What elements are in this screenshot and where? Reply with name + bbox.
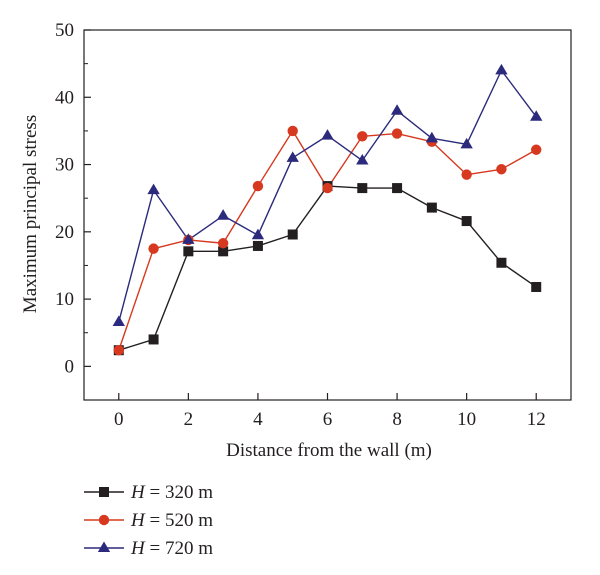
data-point-circle <box>148 243 159 254</box>
series-markers <box>112 63 543 356</box>
legend-label-1: H = 320 m <box>130 482 213 503</box>
plot-frame <box>83 29 572 401</box>
series-line-1 <box>118 185 537 351</box>
legend-label-2: H = 520 m <box>130 510 213 531</box>
y-tick-label: 20 <box>55 222 74 243</box>
x-tick-label: 0 <box>114 409 124 430</box>
series-line-2 <box>118 130 537 351</box>
x-axis-title: Distance from the wall (m) <box>226 440 432 461</box>
legend-label-variable: H <box>130 510 146 531</box>
data-point-square <box>496 257 507 268</box>
y-tick-label: 30 <box>55 155 74 176</box>
data-point-square <box>218 246 229 257</box>
data-point-triangle <box>460 137 473 149</box>
data-point-square <box>183 246 194 257</box>
x-tick-label: 4 <box>253 409 263 430</box>
x-tick-label: 2 <box>184 409 194 430</box>
y-tick-label: 0 <box>65 356 75 377</box>
data-point-circle <box>496 164 507 175</box>
data-point-triangle <box>356 154 369 165</box>
legend: H = 320 mH = 520 mH = 720 m <box>84 482 213 559</box>
legend-label-variable: H <box>130 538 146 559</box>
data-point-triangle <box>286 151 299 162</box>
data-point-square <box>252 240 263 251</box>
data-point-triangle <box>216 209 230 220</box>
legend-label-value: = 520 m <box>145 510 213 531</box>
legend-marker-square <box>99 487 109 497</box>
data-point-circle <box>322 182 333 194</box>
data-point-triangle <box>182 233 195 244</box>
data-point-square <box>426 202 437 213</box>
y-tick-label: 40 <box>55 87 74 108</box>
x-tick-label: 10 <box>457 409 476 430</box>
legend-label-3: H = 720 m <box>130 538 213 559</box>
data-point-triangle <box>112 315 125 326</box>
data-point-square <box>531 281 542 292</box>
legend-marker-circle <box>98 514 110 526</box>
data-point-square <box>461 216 472 227</box>
data-point-triangle <box>530 110 543 121</box>
data-point-circle <box>391 128 403 139</box>
data-point-triangle <box>321 129 334 140</box>
data-point-circle <box>531 144 542 155</box>
data-point-square <box>148 334 159 345</box>
x-tick-label: 12 <box>527 409 546 430</box>
data-point-triangle <box>251 228 265 240</box>
y-tick-label: 10 <box>55 289 74 310</box>
axis-tick-labels: 0 2 4 6 8 10 12 0 10 20 30 40 50 <box>55 20 546 430</box>
data-point-square <box>392 183 403 194</box>
data-point-square <box>287 229 298 240</box>
y-axis-title: Maximum principal stress <box>20 115 41 313</box>
data-point-circle <box>217 238 229 249</box>
data-point-circle <box>113 345 124 356</box>
axis-ticks <box>84 29 537 400</box>
data-point-circle <box>461 169 472 180</box>
y-tick-label: 50 <box>55 20 74 41</box>
data-point-triangle <box>495 63 508 75</box>
data-point-triangle <box>147 183 160 195</box>
series-lines <box>118 69 537 351</box>
data-point-triangle <box>390 104 404 115</box>
legend-label-value: = 720 m <box>145 538 213 559</box>
legend-label-variable: H <box>130 482 146 503</box>
data-point-triangle <box>425 131 439 143</box>
data-point-circle <box>287 125 298 137</box>
legend-label-value: = 320 m <box>145 482 213 503</box>
data-point-square <box>357 183 368 194</box>
series-line-3 <box>118 69 537 323</box>
legend-marker-triangle <box>97 541 111 553</box>
x-tick-label: 8 <box>392 409 402 430</box>
data-point-circle <box>357 131 368 142</box>
x-tick-label: 6 <box>323 409 333 430</box>
data-point-circle <box>252 180 264 192</box>
